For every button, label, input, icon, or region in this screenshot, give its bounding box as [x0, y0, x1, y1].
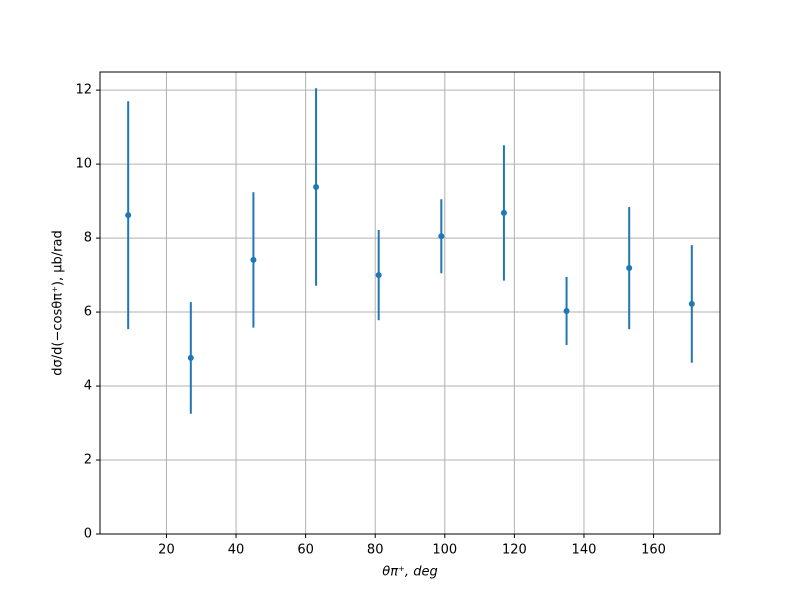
y-tick-label: 6: [84, 305, 92, 320]
y-tick-label: 4: [84, 379, 92, 394]
y-tick-label: 10: [75, 157, 92, 172]
y-tick-label: 8: [84, 231, 92, 246]
x-tick-label: 120: [502, 543, 527, 558]
x-axis-label: θπ⁺, deg: [382, 565, 437, 580]
x-tick-label: 100: [432, 543, 457, 558]
x-tick-label: 60: [297, 543, 314, 558]
point: [626, 265, 633, 272]
point: [187, 354, 194, 361]
x-tick-label: 140: [572, 543, 597, 558]
x-tick-label: 40: [228, 543, 245, 558]
point: [438, 233, 445, 240]
point: [688, 300, 695, 307]
x-tick-label: 160: [641, 543, 666, 558]
point: [563, 307, 570, 314]
point: [500, 209, 507, 216]
point: [375, 272, 382, 279]
y-tick-label: 0: [84, 527, 92, 542]
y-axis-label: dσ/d(−cosθπ⁺), μb/rad: [51, 230, 66, 375]
x-tick-label: 20: [158, 543, 175, 558]
plot-frame: [99, 71, 721, 535]
point: [250, 256, 257, 263]
y-tick-label: 2: [84, 453, 92, 468]
x-tick-label: 80: [367, 543, 384, 558]
y-tick-label: 12: [75, 83, 92, 98]
point: [313, 184, 320, 191]
point: [125, 212, 132, 219]
